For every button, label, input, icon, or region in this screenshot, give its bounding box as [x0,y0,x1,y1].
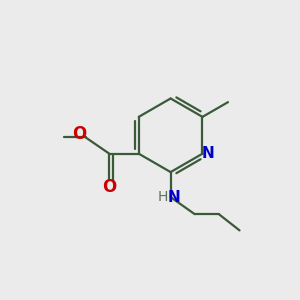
Text: O: O [72,125,86,143]
Text: N: N [167,190,180,205]
Text: H: H [157,190,168,204]
Text: N: N [201,146,214,161]
Text: O: O [102,178,116,196]
